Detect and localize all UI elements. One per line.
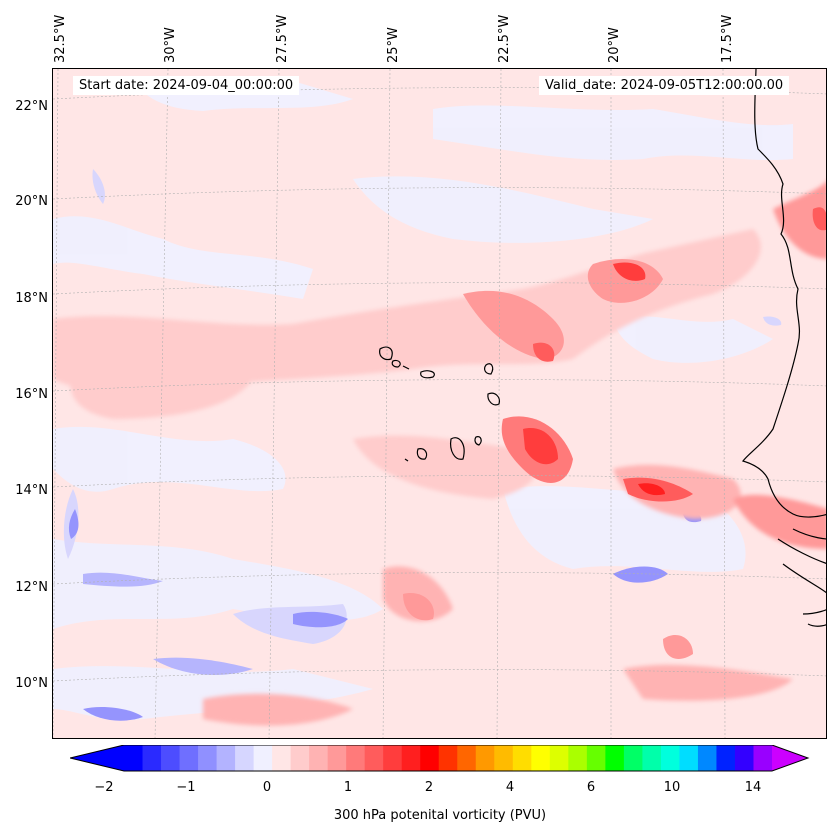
- colorbar: [70, 745, 810, 772]
- colorbar-segment: [753, 745, 773, 771]
- colorbar-tick-1: 1: [343, 780, 353, 795]
- colorbar-segment: [494, 745, 514, 771]
- colorbar-segment: [198, 745, 218, 771]
- colorbar-tick-4: 4: [505, 780, 515, 795]
- colorbar-segment: [660, 745, 680, 771]
- valid-date-label: Valid_date: 2024-09-05T12:00:00.00: [539, 76, 790, 95]
- colorbar-tick-neg2: −2: [94, 780, 114, 795]
- lon-label-25w: 25°W: [386, 27, 401, 63]
- colorbar-tick-14: 14: [744, 780, 762, 795]
- colorbar-extend-high: [772, 745, 808, 771]
- colorbar-segment: [272, 745, 292, 771]
- lat-label-16n: 16°N: [15, 387, 48, 402]
- colorbar-segment: [605, 745, 625, 771]
- colorbar-segment: [734, 745, 754, 771]
- colorbar-segment: [161, 745, 181, 771]
- lat-label-18n: 18°N: [15, 291, 48, 306]
- colorbar-segment: [512, 745, 532, 771]
- colorbar-segment: [568, 745, 588, 771]
- colorbar-segment: [549, 745, 569, 771]
- lat-label-14n: 14°N: [15, 483, 48, 498]
- colorbar-segment: [309, 745, 329, 771]
- colorbar-tick-0: 0: [262, 780, 272, 795]
- colorbar-segment: [327, 745, 347, 771]
- colorbar-segment: [179, 745, 199, 771]
- colorbar-segment: [716, 745, 736, 771]
- colorbar-segment: [420, 745, 440, 771]
- colorbar-outline: [70, 745, 810, 772]
- lon-label-27-5w: 27.5°W: [275, 14, 290, 63]
- positive-pv-cores: [403, 207, 826, 659]
- colorbar-label: 300 hPa potenital vorticity (PVU): [333, 808, 547, 823]
- cape-verde-islands: [379, 346, 500, 462]
- lat-label-22n: 22°N: [15, 99, 48, 114]
- map-panel[interactable]: [52, 68, 827, 739]
- lon-label-32-5w: 32.5°W: [53, 14, 68, 63]
- pv-field: [53, 69, 826, 738]
- lat-label-20n: 20°N: [15, 194, 48, 209]
- colorbar-segment: [586, 745, 606, 771]
- colorbar-tick-2: 2: [424, 780, 434, 795]
- colorbar-segment: [124, 745, 144, 771]
- colorbar-extend-low: [70, 745, 124, 771]
- colorbar-segment: [346, 745, 366, 771]
- colorbar-segment: [142, 745, 162, 771]
- colorbar-segment: [679, 745, 699, 771]
- colorbar-tick-6: 6: [586, 780, 596, 795]
- lat-label-12n: 12°N: [15, 580, 48, 595]
- colorbar-tick-10: 10: [663, 780, 681, 795]
- colorbar-segment: [531, 745, 551, 771]
- lon-label-17-5w: 17.5°W: [720, 14, 735, 63]
- colorbar-segment: [623, 745, 643, 771]
- colorbar-segment: [253, 745, 273, 771]
- colorbar-segment: [216, 745, 236, 771]
- colorbar-segment: [457, 745, 477, 771]
- colorbar-tick-neg1: −1: [176, 780, 196, 795]
- lon-label-22-5w: 22.5°W: [497, 14, 512, 63]
- colorbar-segment: [383, 745, 403, 771]
- colorbar-segment: [290, 745, 310, 771]
- colorbar-segment: [475, 745, 495, 771]
- lat-label-10n: 10°N: [15, 676, 48, 691]
- colorbar-segment: [364, 745, 384, 771]
- colorbar-segment: [235, 745, 255, 771]
- colorbar-segment: [401, 745, 421, 771]
- lon-label-20w: 20°W: [607, 27, 622, 63]
- colorbar-segment: [642, 745, 662, 771]
- start-date-label: Start date: 2024-09-04_00:00:00: [73, 76, 300, 95]
- lon-label-30w: 30°W: [163, 27, 178, 63]
- colorbar-segment: [697, 745, 717, 771]
- coastlines: [742, 69, 826, 627]
- colorbar-segment: [438, 745, 458, 771]
